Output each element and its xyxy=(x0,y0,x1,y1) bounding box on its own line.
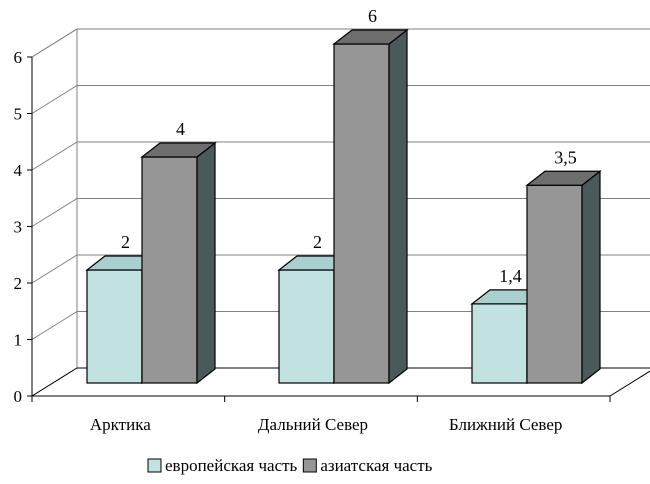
bar-top xyxy=(525,170,602,186)
bar xyxy=(141,156,198,384)
data-label: 2 xyxy=(313,232,322,252)
bar-top xyxy=(332,29,409,45)
y-tick-label: 3 xyxy=(14,218,23,237)
data-label: 6 xyxy=(368,6,377,26)
data-label: 4 xyxy=(176,119,185,139)
gridline xyxy=(31,85,650,114)
bar xyxy=(86,269,143,384)
gridline xyxy=(31,254,650,284)
x-tick-label: Арктика xyxy=(90,415,151,434)
data-label: 1,4 xyxy=(499,266,522,286)
gridline xyxy=(31,198,650,227)
bar xyxy=(471,303,528,384)
y-tick-label: 2 xyxy=(14,274,23,293)
y-tick-label: 4 xyxy=(14,161,23,180)
gridline xyxy=(31,141,650,171)
bar xyxy=(333,43,390,384)
data-label: 2 xyxy=(121,232,130,252)
bar-side xyxy=(196,141,216,385)
gridline xyxy=(31,28,650,58)
gridlines xyxy=(31,28,650,340)
x-tick-label: Дальний Север xyxy=(258,415,368,434)
bar-side xyxy=(581,170,601,385)
category-labels: Арктика Дальний Север Ближний Север xyxy=(90,415,563,434)
x-tick-label: Ближний Север xyxy=(449,415,562,434)
bar-top xyxy=(140,142,217,158)
y-tick-label: 0 xyxy=(14,387,23,406)
legend: европейская часть азиатская часть xyxy=(147,456,433,475)
bars xyxy=(85,28,602,385)
bar-side xyxy=(388,28,408,385)
legend-swatch xyxy=(302,458,317,473)
value-labels: 2 4 2 6 1,4 3,5 xyxy=(121,6,577,286)
data-label: 3,5 xyxy=(554,147,577,167)
y-tick-label: 5 xyxy=(14,105,23,124)
bar xyxy=(526,184,583,384)
legend-swatch xyxy=(147,458,162,473)
legend-label: азиатская часть xyxy=(320,456,432,475)
y-axis-ticks: 0 1 2 3 4 5 6 xyxy=(14,48,32,406)
y-tick-label: 6 xyxy=(14,48,23,67)
bar xyxy=(278,269,335,384)
y-tick-label: 1 xyxy=(14,331,23,350)
legend-label: европейская часть xyxy=(165,456,298,475)
gridline xyxy=(31,311,650,340)
